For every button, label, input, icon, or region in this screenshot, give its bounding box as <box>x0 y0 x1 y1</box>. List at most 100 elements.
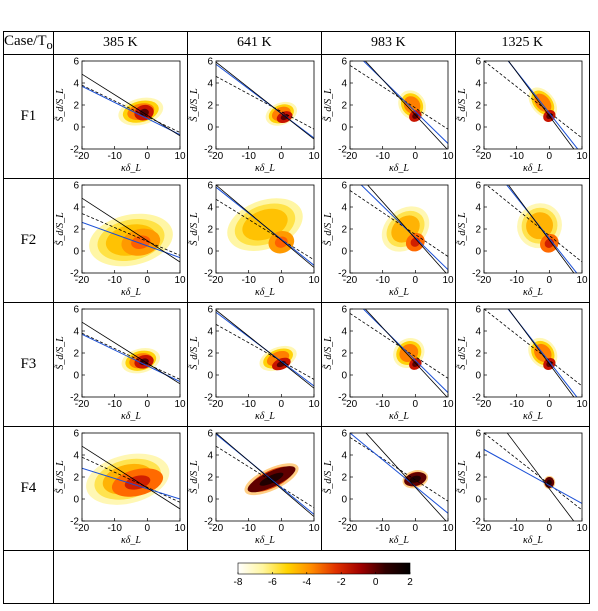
x-tick-label: 0 <box>144 275 150 286</box>
y-tick-label: 0 <box>73 495 79 506</box>
y-tick-label: 0 <box>207 247 213 258</box>
y-axis-label: S̃_d/S_L <box>322 336 334 370</box>
x-axis-label: κδ_L <box>121 535 141 546</box>
y-tick-label: 2 <box>207 225 213 236</box>
y-tick-label: 4 <box>341 327 347 338</box>
data-cloud <box>485 185 582 273</box>
x-tick-label: -10 <box>375 399 390 410</box>
data-cloud <box>81 197 180 267</box>
plot-cell: -20 -10 0 10 -2 0 2 4 6 κδ_L S̃_d/S_L <box>454 54 590 179</box>
y-tick-label: 4 <box>207 203 213 214</box>
solid-fit-line <box>215 185 314 268</box>
y-tick-label: 6 <box>73 429 79 440</box>
y-tick-label: 6 <box>207 429 213 440</box>
x-tick-label: -10 <box>509 523 524 534</box>
plot-cell: -20 -10 0 10 -2 0 2 4 6 κδ_L S̃_d/S_L <box>52 54 188 179</box>
data-cloud <box>215 185 314 268</box>
solid-fit-line <box>81 321 180 385</box>
y-tick-label: -2 <box>204 269 213 280</box>
plot-cell: -20 -10 0 10 -2 0 2 4 6 κδ_L S̃_d/S_L <box>186 302 322 427</box>
plot-cell: -20 -10 0 10 -2 0 2 4 6 κδ_L S̃_d/S_L <box>320 54 456 179</box>
blue-fit-line <box>483 449 582 504</box>
y-tick-label: 0 <box>475 371 481 382</box>
data-cloud <box>81 445 180 510</box>
x-tick-label: -20 <box>477 523 492 534</box>
y-tick-label: 6 <box>73 181 79 192</box>
y-tick-label: -2 <box>204 393 213 404</box>
x-axis-label: κδ_L <box>523 163 543 174</box>
x-tick-label: 0 <box>278 523 284 534</box>
solid-fit-line <box>365 433 447 521</box>
solid-fit-line <box>215 433 314 517</box>
x-tick-label: -10 <box>241 399 256 410</box>
x-tick-label: 10 <box>576 151 588 162</box>
y-tick-label: 0 <box>475 495 481 506</box>
x-tick-label: -10 <box>107 275 122 286</box>
row-label-f1: F1 <box>3 54 54 179</box>
y-axis-label: S̃_d/S_L <box>456 460 468 494</box>
x-axis-label: κδ_L <box>121 411 141 422</box>
y-axis-label: S̃_d/S_L <box>188 88 200 122</box>
y-tick-label: -2 <box>338 393 347 404</box>
footer-empty-cell <box>3 550 54 604</box>
x-axis-label: κδ_L <box>255 287 275 298</box>
y-tick-label: -2 <box>472 517 481 528</box>
data-cloud <box>215 433 314 517</box>
colorbar-tick-label: 0 <box>373 577 379 588</box>
dashed-fit-line <box>81 332 180 380</box>
data-cloud <box>215 309 314 389</box>
x-tick-label: 10 <box>442 275 454 286</box>
dashed-fit-line <box>349 313 448 379</box>
plot-cell: -20 -10 0 10 -2 0 2 4 6 κδ_L S̃_d/S_L <box>320 302 456 427</box>
solid-fit-line <box>81 445 180 510</box>
y-axis-label: S̃_d/S_L <box>322 460 334 494</box>
x-tick-label: -20 <box>75 399 90 410</box>
y-tick-label: 4 <box>73 203 79 214</box>
x-tick-label: -10 <box>375 523 390 534</box>
y-axis-label: S̃_d/S_L <box>54 212 66 246</box>
y-tick-label: 6 <box>207 181 213 192</box>
y-tick-label: 6 <box>475 305 481 316</box>
x-tick-label: 0 <box>546 275 552 286</box>
x-tick-label: 10 <box>442 523 454 534</box>
column-header-1325k: 1325 K <box>454 31 590 55</box>
blue-fit-line <box>215 433 314 515</box>
density-layer <box>399 344 418 362</box>
x-tick-label: -20 <box>209 151 224 162</box>
y-axis-label: S̃_d/S_L <box>54 460 66 494</box>
data-cloud <box>349 185 448 273</box>
x-tick-label: 0 <box>144 523 150 534</box>
y-tick-label: 2 <box>73 473 79 484</box>
y-tick-label: 2 <box>73 101 79 112</box>
y-tick-label: -2 <box>472 145 481 156</box>
y-tick-label: 6 <box>73 57 79 68</box>
y-tick-label: 6 <box>207 57 213 68</box>
y-tick-label: 4 <box>475 79 481 90</box>
y-tick-label: 2 <box>207 473 213 484</box>
blue-fit-line <box>81 467 180 500</box>
x-tick-label: -10 <box>241 151 256 162</box>
x-axis-label: κδ_L <box>255 535 275 546</box>
x-tick-label: -20 <box>209 275 224 286</box>
x-tick-label: -20 <box>75 523 90 534</box>
y-tick-label: 6 <box>475 429 481 440</box>
x-tick-label: 10 <box>308 151 320 162</box>
dashed-fit-line <box>349 65 448 130</box>
x-tick-label: -10 <box>241 275 256 286</box>
axes-frame <box>215 60 315 150</box>
colorbar-tick-label: -2 <box>336 577 345 588</box>
x-axis-label: κδ_L <box>255 411 275 422</box>
y-tick-label: -2 <box>204 517 213 528</box>
x-tick-label: 0 <box>546 523 552 534</box>
x-axis-label: κδ_L <box>121 163 141 174</box>
plot-cell: -20 -10 0 10 -2 0 2 4 6 κδ_L S̃_d/S_L <box>186 54 322 179</box>
column-header-983k: 983 K <box>320 31 456 55</box>
x-tick-label: 0 <box>144 151 150 162</box>
x-tick-label: 10 <box>576 523 588 534</box>
x-tick-label: 10 <box>576 399 588 410</box>
density-peak <box>411 113 419 119</box>
x-tick-label: -10 <box>509 399 524 410</box>
